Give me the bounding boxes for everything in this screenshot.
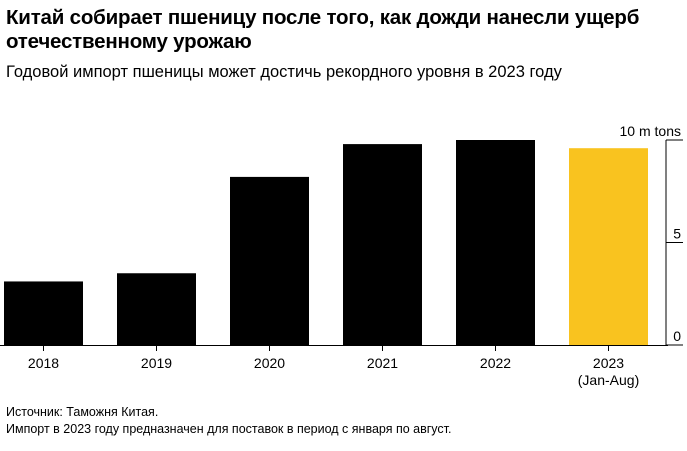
bar [4, 281, 83, 345]
chart-title: Китай собирает пшеницу после того, как д… [6, 6, 640, 53]
x-tick-label: 2022 [480, 355, 511, 371]
bar [343, 144, 422, 345]
y-tick-label: 10 m tons [620, 123, 681, 139]
source-note: Источник: Таможня Китая. [6, 405, 159, 419]
bar [117, 273, 196, 345]
chart-footer: Источник: Таможня Китая. Импорт в 2023 г… [6, 404, 451, 438]
bar [230, 176, 309, 345]
x-tick-label: 2020 [254, 355, 285, 371]
x-tick-label: 2018 [28, 355, 59, 371]
bar-chart: 0 5 10 m tons 2018 2019 2020 2021 2022 2023 (Jan-… [0, 123, 683, 388]
x-tick-label: 2019 [141, 355, 172, 371]
x-tick-label: 2023 (Jan-Aug) [578, 355, 639, 388]
footnote: Импорт в 2023 году предназначен для пост… [6, 422, 452, 436]
bar [456, 140, 535, 345]
y-tick-label: 0 [673, 328, 681, 344]
bar [569, 148, 648, 345]
chart-subtitle: Годовой импорт пшеницы может достичь рек… [6, 63, 562, 81]
x-tick-label: 2021 [367, 355, 398, 371]
y-tick-label: 5 [673, 226, 681, 242]
